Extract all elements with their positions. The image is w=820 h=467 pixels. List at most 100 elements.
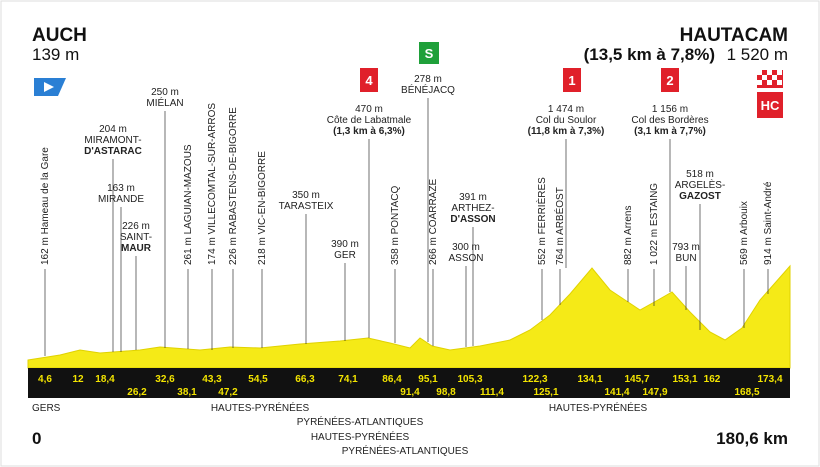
waypoint-label: 569 m Arbouix xyxy=(739,201,750,265)
flag-bg xyxy=(757,70,783,88)
waypoint-label: 390 m xyxy=(331,239,359,250)
waypoint-label: 266 m COARRAZE xyxy=(428,179,439,265)
waypoint-label: SAINT- xyxy=(120,232,152,243)
region-label: GERS xyxy=(32,403,61,414)
waypoint-label: 250 m xyxy=(151,87,179,98)
hc-label: HC xyxy=(761,98,780,113)
region-label: HAUTES-PYRÉNÉES xyxy=(211,401,310,414)
finish-name: HAUTACAM xyxy=(680,25,788,46)
km-label: 4,6 xyxy=(38,374,52,385)
waypoint-label: 793 m xyxy=(672,242,700,253)
sprint-badge xyxy=(419,42,439,64)
km-label: 141,4 xyxy=(604,387,629,398)
waypoint-label: (1,3 km à 6,3%) xyxy=(333,126,405,137)
km-label: 26,2 xyxy=(127,387,147,398)
waypoint-label: 1 474 m xyxy=(548,104,584,115)
finish-flag xyxy=(757,70,783,88)
waypoint-label: (3,1 km à 7,7%) xyxy=(634,126,706,137)
finish-altitude: 1 520 m xyxy=(727,45,788,64)
km-label: 134,1 xyxy=(577,374,602,385)
cat4-badge xyxy=(360,68,378,92)
km-label: 173,4 xyxy=(757,374,782,385)
waypoint-label: 518 m xyxy=(686,169,714,180)
km-label: 105,3 xyxy=(457,374,482,385)
waypoint-label: 391 m xyxy=(459,192,487,203)
waypoint-label: GAZOST xyxy=(679,191,721,202)
waypoint-label: BUN xyxy=(675,253,696,264)
km-label: 54,5 xyxy=(248,374,268,385)
km-label: 32,6 xyxy=(155,374,175,385)
km-label: 47,2 xyxy=(218,387,238,398)
km-label: 18,4 xyxy=(95,374,115,385)
waypoint-label: 162 m Hameau de la Gare xyxy=(40,147,51,265)
waypoint-label: 261 m LAGUIAN-MAZOUS xyxy=(183,144,194,265)
waypoint-label: 882 m Arrens xyxy=(623,206,634,265)
waypoint-label: MAUR xyxy=(121,243,152,254)
km-label: 122,3 xyxy=(522,374,547,385)
km-label: 111,4 xyxy=(480,387,504,398)
km-label: 168,5 xyxy=(734,387,759,398)
waypoint-label: ARGELÈS- xyxy=(675,178,726,191)
waypoint-label: Col des Bordères xyxy=(631,115,708,126)
km-label: 91,4 xyxy=(400,387,420,398)
waypoint-label: MIRANDE xyxy=(98,194,144,205)
start-altitude: 139 m xyxy=(32,45,79,64)
waypoint-label: 226 m RABASTENS-DE-BIGORRE xyxy=(228,107,239,265)
waypoint-label: 1 022 m ESTAING xyxy=(649,183,660,265)
waypoint-label: GER xyxy=(334,250,356,261)
flag-check xyxy=(757,70,782,85)
waypoint-label: 914 m Saint-André xyxy=(763,181,774,265)
finish-climb: (13,5 km à 7,8%) xyxy=(584,45,715,64)
waypoint-label: 278 m xyxy=(414,74,442,85)
waypoint-label: 218 m VIC-EN-BIGORRE xyxy=(257,151,268,265)
km-label: 162 xyxy=(704,374,721,385)
region-label: PYRÉNÉES-ATLANTIQUES xyxy=(342,444,469,457)
cat1-badge xyxy=(563,68,581,92)
waypoint-label: BÉNÉJACQ xyxy=(401,83,455,96)
km-bar xyxy=(28,368,790,398)
waypoint-label: 350 m xyxy=(292,190,320,201)
cat4-label: 4 xyxy=(365,73,373,88)
km-label: 98,8 xyxy=(436,387,456,398)
region-label: PYRÉNÉES-ATLANTIQUES xyxy=(297,415,424,428)
region-label: HAUTES-PYRÉNÉES xyxy=(311,430,410,443)
km-label: 86,4 xyxy=(382,374,402,385)
start-flag-icon xyxy=(44,82,54,92)
cat2-label: 2 xyxy=(666,73,673,88)
waypoint-label: TARASTEIX xyxy=(279,201,334,212)
km-label: 147,9 xyxy=(642,387,667,398)
waypoint-label: Côte de Labatmale xyxy=(327,115,412,126)
km-label: 153,1 xyxy=(672,374,697,385)
km-label: 95,1 xyxy=(418,374,438,385)
km-label: 43,3 xyxy=(202,374,222,385)
waypoint-label: 226 m xyxy=(122,221,150,232)
cat2-badge xyxy=(661,68,679,92)
km-label: 74,1 xyxy=(338,374,358,385)
waypoint-label: D'ASSON xyxy=(450,214,495,225)
waypoint-label: Col du Soulor xyxy=(536,115,597,126)
waypoint-label: MIRAMONT- xyxy=(84,135,141,146)
waypoint-label: 470 m xyxy=(355,104,383,115)
km-label: 66,3 xyxy=(295,374,315,385)
km-label: 145,7 xyxy=(624,374,649,385)
waypoint-label: 358 m PONTACQ xyxy=(390,186,401,265)
waypoint-label: 163 m xyxy=(107,183,135,194)
profile xyxy=(27,264,791,369)
finish-km: 180,6 km xyxy=(716,429,788,448)
waypoint-label: 1 156 m xyxy=(652,104,688,115)
waypoint-label: 174 m VILLECOMTAL-SUR-ARROS xyxy=(207,103,218,265)
waypoint-label: 204 m xyxy=(99,124,127,135)
hc-badge xyxy=(757,92,783,118)
waypoint-label: 764 m ARBÉOST xyxy=(553,187,566,265)
km-label: 12 xyxy=(72,374,84,385)
waypoint-label: 552 m FERRIÈRES xyxy=(535,177,548,265)
waypoint-label: 300 m xyxy=(452,242,480,253)
start-name: AUCH xyxy=(32,25,87,46)
km-label: 125,1 xyxy=(533,387,558,398)
sprint-label: S xyxy=(425,46,434,61)
km-label: 38,1 xyxy=(177,387,197,398)
waypoint-label: MIÉLAN xyxy=(146,96,183,109)
waypoint-label: ASSON xyxy=(448,253,483,264)
start-km: 0 xyxy=(32,429,41,448)
